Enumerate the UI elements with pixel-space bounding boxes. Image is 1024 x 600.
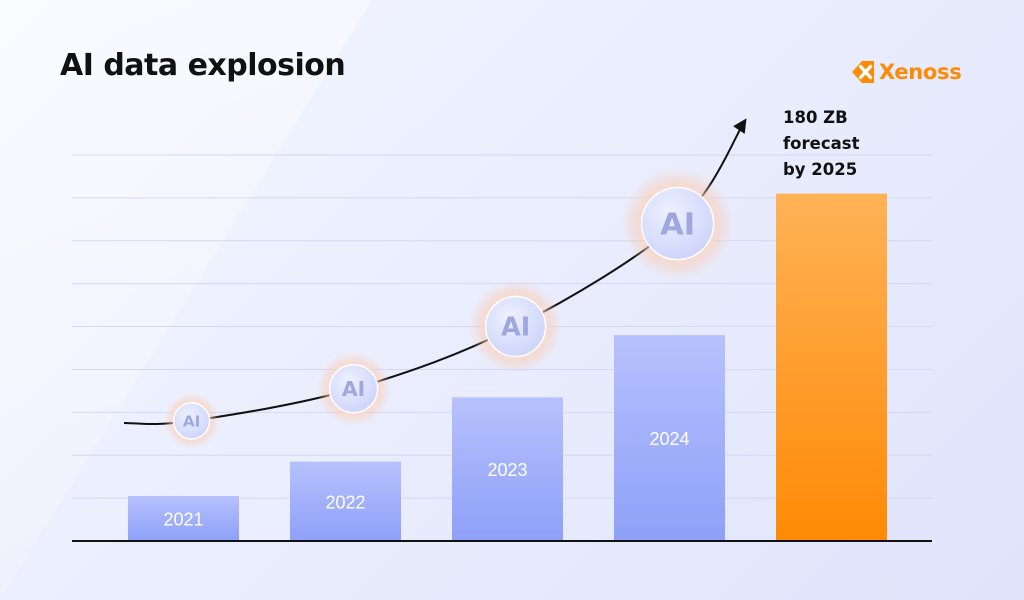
xenoss-logo-icon xyxy=(852,61,874,83)
bars: 2021 2022 2023 2024 xyxy=(128,193,887,541)
ai-bubble-label: AI xyxy=(342,377,365,401)
bar-forecast xyxy=(776,193,887,541)
ai-bubble-icon: AI xyxy=(316,351,391,426)
ai-bubble-label: AI xyxy=(183,412,201,430)
forecast-annotation: 180 ZB forecast by 2025 xyxy=(783,105,933,183)
ai-bubble-label: AI xyxy=(501,313,530,343)
bar-label-2023: 2023 xyxy=(487,460,527,480)
bar-label-2021: 2021 xyxy=(163,509,203,529)
forecast-line-1: 180 ZB xyxy=(783,108,848,127)
brand-logo: Xenoss xyxy=(848,56,962,88)
forecast-line-2: forecast xyxy=(783,134,860,153)
bar-2023 xyxy=(452,397,563,541)
ai-bubble-icon: AI xyxy=(469,280,563,374)
ai-bubbles: AI AI AI AI xyxy=(163,167,734,449)
bar-label-2024: 2024 xyxy=(649,429,689,449)
bar-2022 xyxy=(290,461,401,541)
forecast-line-3: by 2025 xyxy=(783,160,858,179)
bar-2024 xyxy=(614,335,725,541)
chart-title: AI data explosion xyxy=(60,48,346,83)
bar-label-2022: 2022 xyxy=(325,492,365,512)
bar-2021 xyxy=(128,495,239,541)
ai-bubble-label: AI xyxy=(660,207,695,242)
ai-bubble-icon: AI xyxy=(163,393,220,449)
ai-bubble-icon: AI xyxy=(621,167,734,280)
logo-text: Xenoss xyxy=(879,60,962,84)
